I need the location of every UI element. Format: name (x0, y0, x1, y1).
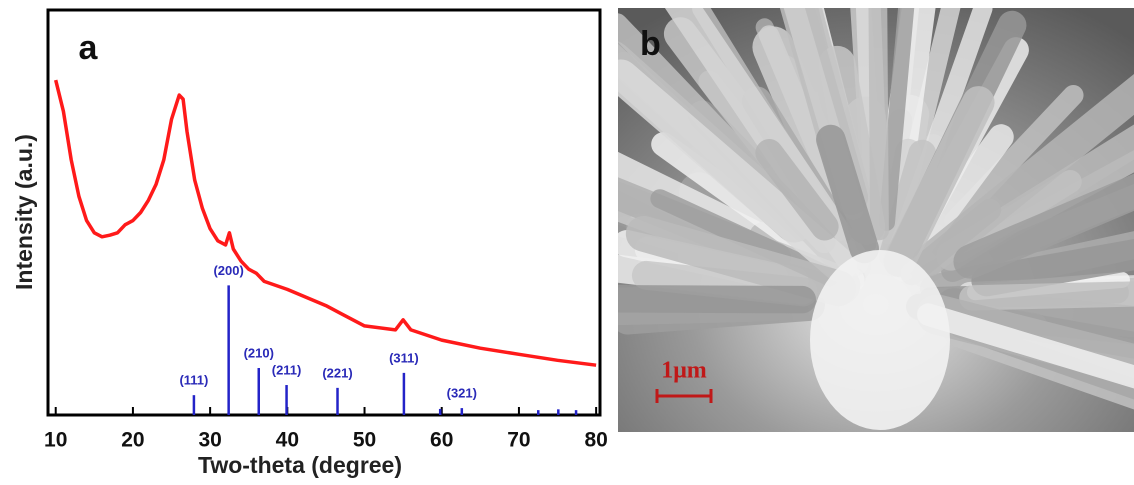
peak-label: (211) (272, 362, 302, 377)
xrd-curve (54, 79, 597, 367)
nanorod (959, 278, 1134, 311)
nanorod (816, 124, 879, 264)
nanorod (944, 84, 1084, 231)
x-tick-label: 80 (584, 429, 607, 452)
plot-frame (46, 8, 602, 417)
panel-label: a (79, 29, 99, 67)
x-tick-label: 30 (198, 429, 221, 452)
peak-label: (111) (179, 373, 208, 388)
nanorod (900, 198, 1002, 286)
nanorod (878, 139, 937, 270)
y-axis-title: Intensity (a.u.) (11, 134, 37, 290)
x-tick-label: 20 (121, 429, 144, 452)
scale-bar-label: 1μm (661, 358, 707, 384)
xrd-chart: a Two-theta (degree) Intensity (a.u.) 10… (11, 8, 608, 478)
x-tick-label: 10 (44, 429, 67, 452)
panel-label: b (640, 25, 661, 63)
peak-label: (311) (389, 350, 419, 365)
nanorod (618, 59, 857, 283)
nanorod (618, 284, 817, 314)
peak-label: (221) (322, 365, 352, 380)
nanorod (867, 8, 889, 241)
peak-label: (321) (447, 386, 477, 401)
x-tick-label: 60 (430, 429, 453, 452)
peak-label: (210) (244, 345, 274, 360)
sem-image (618, 8, 1134, 432)
nanorod (917, 303, 1134, 401)
x-tick-label: 40 (276, 429, 299, 452)
nanorod (953, 167, 1134, 279)
nanorod (625, 215, 857, 307)
core (810, 250, 950, 430)
peak-label: (200) (213, 263, 243, 278)
x-tick-label: 50 (353, 429, 376, 452)
x-axis-title: Two-theta (degree) (198, 452, 402, 478)
nanorod (755, 139, 839, 241)
nanorod (883, 86, 995, 278)
x-tick-label: 70 (507, 429, 530, 452)
nanorod (971, 215, 1134, 297)
nanorod (936, 120, 1134, 271)
